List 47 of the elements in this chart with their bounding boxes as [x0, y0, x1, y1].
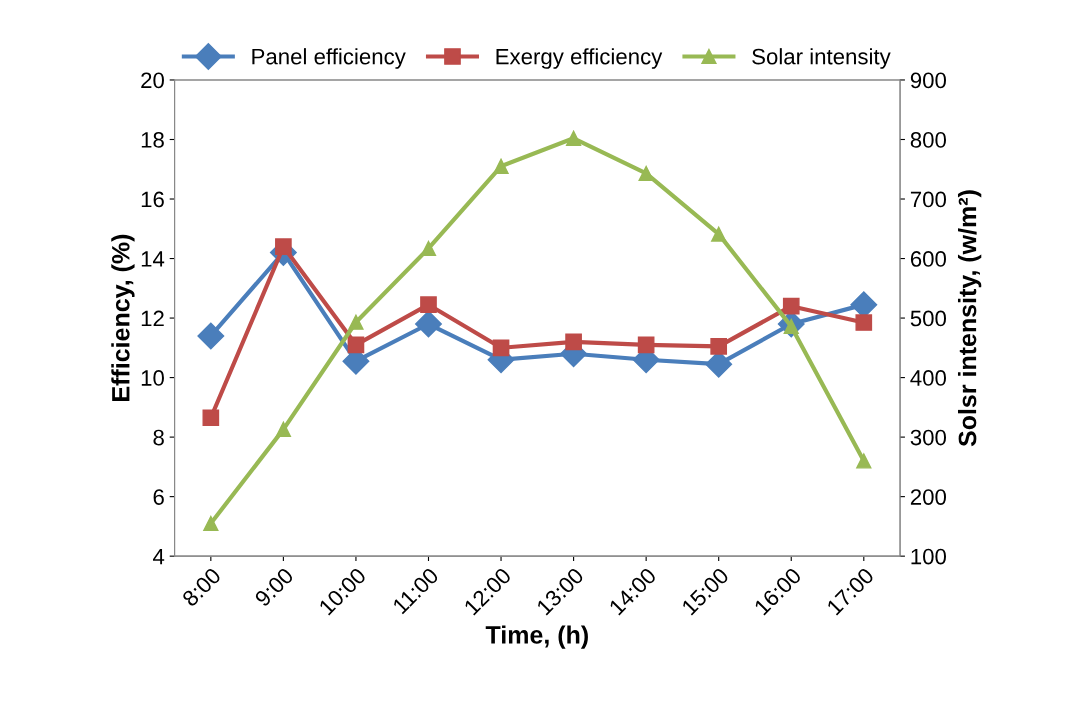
y-tick-label: 14	[141, 251, 165, 267]
point	[347, 336, 365, 354]
y2-axis-title: Solsr intensity, (w/m²)	[957, 190, 982, 447]
y-tick-label: 4	[152, 548, 165, 565]
y-tick-label: 6	[153, 489, 164, 505]
point	[420, 240, 437, 257]
point	[782, 297, 800, 315]
y2-tick-label: 500	[910, 310, 946, 327]
y2-tick-label: 600	[910, 251, 946, 267]
y-tick-label: 12	[141, 310, 164, 327]
legend-label: Panel efficiency	[252, 48, 406, 69]
point	[856, 453, 872, 469]
y2-tick-label: 100	[911, 548, 946, 565]
point	[638, 165, 654, 182]
y2-tick-label: 900	[910, 72, 946, 89]
point	[415, 310, 442, 338]
point	[493, 158, 509, 174]
y2-tick-label: 400	[910, 370, 946, 386]
point	[203, 515, 219, 532]
x-tick-label: 8:00	[181, 566, 222, 608]
legend-label: Solar intensity	[752, 48, 891, 69]
y-tick-label: 10	[141, 370, 164, 386]
y2-tick-label: 300	[910, 429, 946, 446]
y-tick-label: 16	[141, 191, 164, 208]
point	[565, 130, 582, 146]
y2-tick-label: 200	[910, 489, 946, 505]
y-tick-label: 18	[141, 132, 164, 148]
point	[202, 409, 220, 427]
point	[711, 226, 727, 242]
y2-tick-label: 800	[910, 132, 946, 148]
legend-label: Exergy efficiency	[496, 48, 663, 69]
x-axis-title: Time, (h)	[485, 625, 588, 649]
point	[492, 339, 510, 357]
point	[710, 338, 728, 355]
point	[855, 314, 873, 331]
y-tick-label: 8	[153, 429, 164, 446]
point	[637, 336, 655, 354]
y2-tick-label: 700	[910, 191, 946, 208]
point	[565, 333, 582, 351]
point	[275, 421, 292, 438]
point	[348, 314, 364, 330]
point	[197, 322, 225, 350]
point	[420, 296, 437, 314]
point	[275, 238, 292, 255]
y-tick-label: 20	[141, 72, 164, 89]
y-axis-title: Efficiency, (%)	[111, 234, 135, 401]
x-tick-label: 9:00	[253, 566, 295, 608]
